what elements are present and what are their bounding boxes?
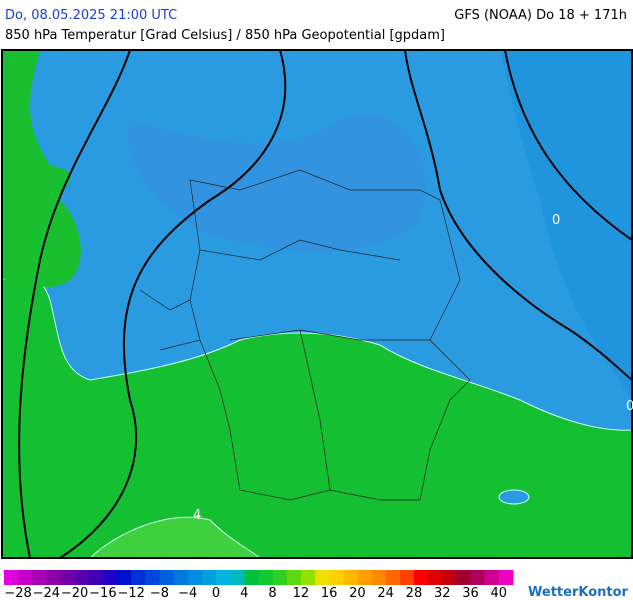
legend-swatch: [428, 570, 443, 585]
legend-swatch: [159, 570, 175, 585]
legend-swatch: [371, 570, 387, 585]
legend-swatch: [315, 570, 330, 585]
brand: WetterKontor: [528, 585, 629, 600]
legend-tick-label: −12: [117, 586, 144, 600]
map: [1, 49, 633, 559]
date-label: Do, 08.05.2025 21:00 UTC: [5, 8, 177, 23]
legend-swatch: [4, 570, 19, 585]
legend-swatch: [145, 570, 161, 585]
legend-tick-label: 28: [406, 586, 423, 600]
legend-swatch: [187, 570, 203, 585]
legend-swatch: [385, 570, 401, 585]
legend-swatch: [286, 570, 302, 585]
legend-swatch: [102, 570, 118, 585]
legend-swatch: [329, 570, 344, 585]
legend-tick-label: 12: [293, 586, 310, 600]
legend-swatch: [216, 570, 231, 585]
legend-tick-label: −20: [61, 586, 88, 600]
geopotential-lines: [18, 49, 633, 559]
legend-tick-label: −4: [178, 586, 197, 600]
legend-swatch: [46, 570, 62, 585]
color-legend: −28 −24 −20 −16 −12 −8 −4 0 4 8 12 16 20 24 28 32 36 40: [4, 570, 514, 600]
legend-tick-label: −24: [33, 586, 60, 600]
legend-tick-label: −28: [4, 586, 31, 600]
legend-tick-label: 24: [377, 586, 394, 600]
legend-swatch: [230, 570, 245, 585]
legend-swatch: [456, 570, 472, 585]
legend-swatch: [300, 570, 316, 585]
legend-swatch: [498, 570, 514, 585]
legend-swatch: [484, 570, 500, 585]
legend-tick-label: 8: [268, 586, 276, 600]
legend-swatch: [343, 570, 358, 585]
contour-label: 0: [626, 399, 633, 414]
contour-label: 0: [552, 213, 560, 228]
contour-label: 4: [193, 508, 201, 523]
legend-swatch: [131, 570, 146, 585]
legend-tick-label: 36: [462, 586, 479, 600]
legend-swatch: [244, 570, 259, 585]
legend-swatch: [470, 570, 486, 585]
legend-swatch: [32, 570, 47, 585]
borders: [139, 169, 471, 501]
warm-patch: [88, 516, 262, 559]
legend-tick-label: 32: [434, 586, 451, 600]
cold-area-east: [500, 50, 632, 400]
legend-swatch: [88, 570, 104, 585]
legend-tick-label: −16: [89, 586, 116, 600]
cold-patch: [498, 489, 530, 505]
legend-tick-label: 0: [212, 586, 220, 600]
warm-area-west: [2, 50, 81, 288]
legend-swatch: [18, 570, 33, 585]
legend-tick-label: 16: [321, 586, 338, 600]
legend-swatch: [173, 570, 189, 585]
legend-swatch: [399, 570, 415, 585]
legend-tick-label: 4: [240, 586, 248, 600]
model-label: GFS (NOAA) Do 18 + 171h: [454, 8, 627, 23]
legend-swatch: [117, 570, 132, 585]
legend-tick-label: 20: [349, 586, 366, 600]
legend-swatch: [74, 570, 90, 585]
subtitle: 850 hPa Temperatur [Grad Celsius] / 850 …: [5, 28, 445, 43]
legend-swatch: [414, 570, 429, 585]
legend-swatch: [442, 570, 457, 585]
legend-swatch: [272, 570, 288, 585]
legend-swatch: [357, 570, 373, 585]
colder-core: [128, 115, 426, 252]
map-frame: [1, 49, 633, 559]
legend-swatch: [258, 570, 274, 585]
legend-tick-label: −8: [150, 586, 169, 600]
legend-tick-label: 40: [491, 586, 508, 600]
legend-swatch: [201, 570, 217, 585]
legend-swatch: [60, 570, 76, 585]
